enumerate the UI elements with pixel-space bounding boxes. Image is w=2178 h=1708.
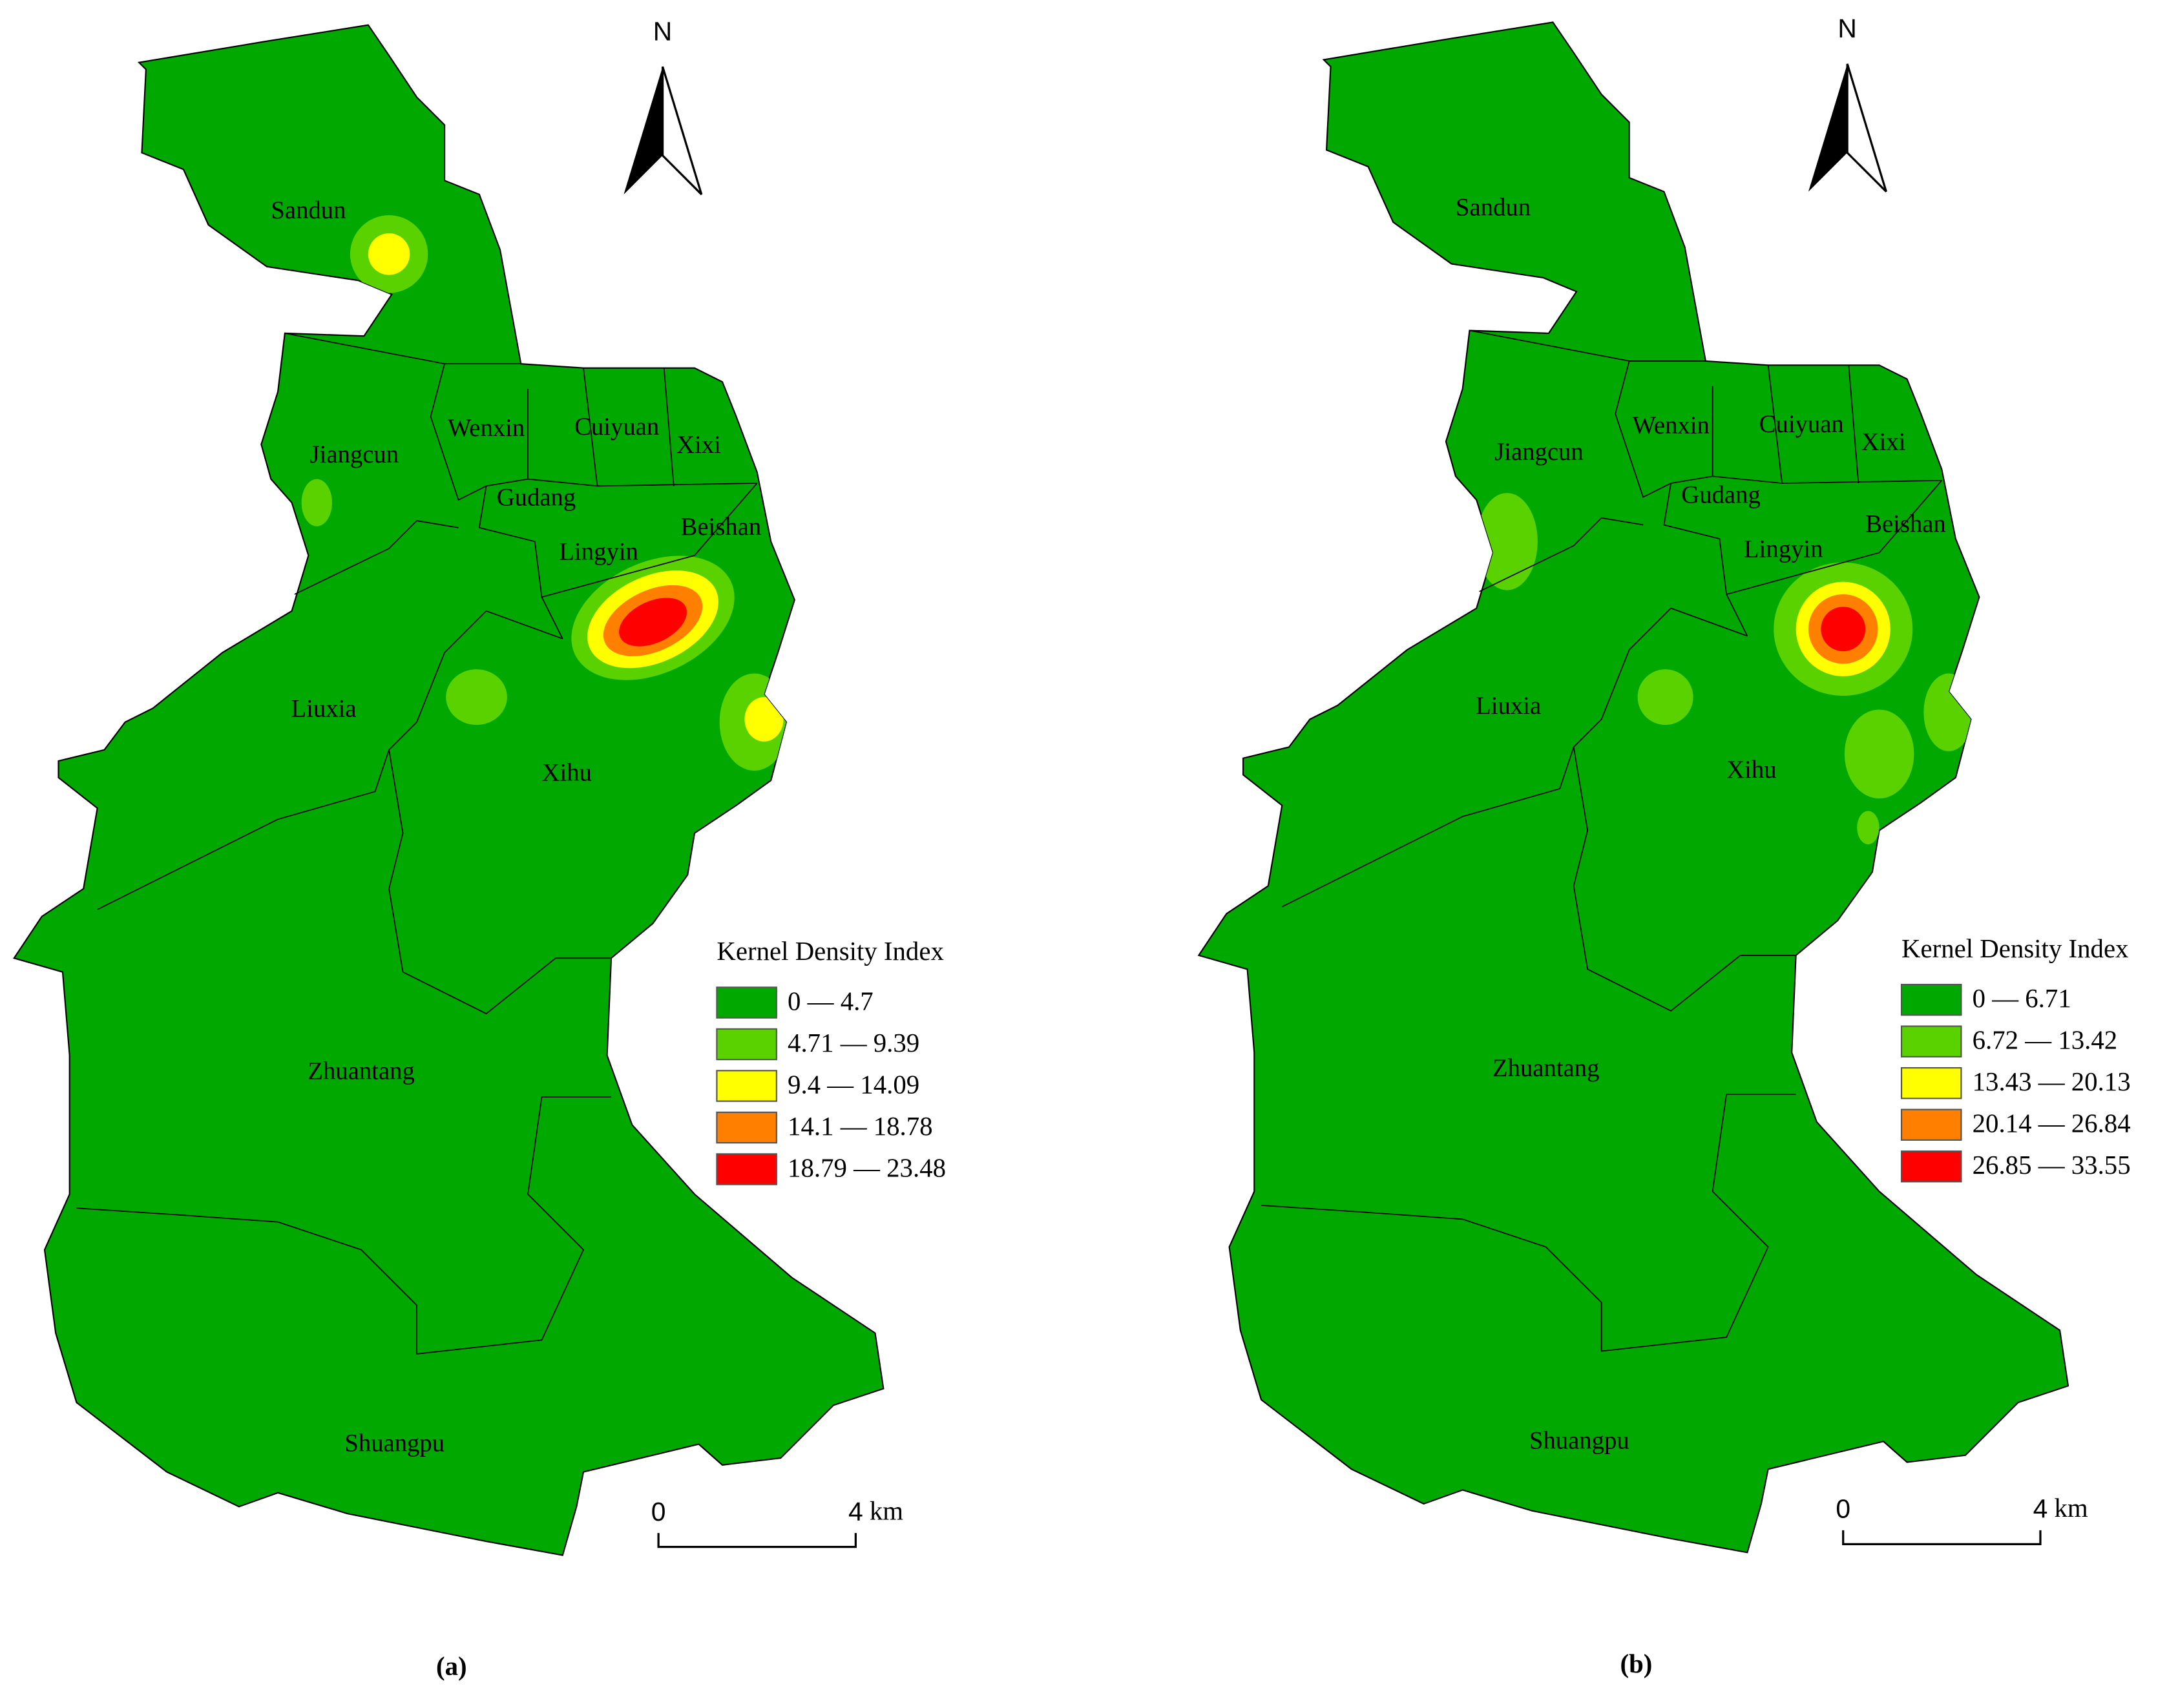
scale-start: 0 — [651, 1497, 666, 1526]
district-label: Lingyin — [1744, 536, 1823, 563]
scale-end: 4 — [2033, 1494, 2048, 1524]
district-border — [97, 749, 390, 910]
region-outline — [13, 24, 885, 1556]
district-border — [1848, 365, 1859, 484]
district-label: Jiangcun — [310, 441, 399, 468]
north-label: N — [1838, 14, 1857, 43]
legend-swatch — [1900, 983, 1962, 1016]
district-label: Liuxia — [291, 695, 357, 722]
district-border — [663, 368, 675, 486]
north-arrow — [661, 66, 703, 196]
north-arrow — [1808, 63, 1848, 192]
district-label: Shuangpu — [344, 1430, 445, 1457]
legend-label: 6.72 — 13.42 — [1973, 1026, 2118, 1055]
district-border — [583, 368, 598, 486]
district-label: Cuiyuan — [1759, 411, 1844, 438]
legend-label: 26.85 — 33.55 — [1973, 1151, 2131, 1180]
legend-title: Kernel Density Index — [717, 937, 943, 966]
district-label: Beishan — [681, 514, 762, 541]
district-label: Xixi — [676, 432, 721, 459]
legend-swatch — [716, 986, 777, 1019]
district-label: Gudang — [497, 484, 576, 512]
scale-unit: km — [870, 1496, 903, 1525]
district-border — [76, 1096, 612, 1355]
district-label: Jiangcun — [1494, 439, 1584, 466]
district-label: Cuiyuan — [574, 413, 659, 441]
district-label: Xixi — [1861, 429, 1906, 456]
district-border — [1281, 747, 1575, 908]
region-outline — [1198, 21, 2069, 1554]
district-border — [1767, 365, 1783, 484]
district-label: Xihu — [542, 759, 592, 786]
district-label: Sandun — [1456, 194, 1531, 221]
district-border — [478, 486, 563, 640]
district-border — [1726, 480, 1943, 595]
panel-label: (a) — [436, 1652, 467, 1681]
density-surface — [301, 215, 790, 771]
district-border — [1479, 517, 1644, 592]
scale-start: 0 — [1836, 1494, 1850, 1524]
north-arrow — [1846, 63, 1887, 193]
district-border — [1573, 607, 1796, 1012]
district-label: Wenxin — [1632, 412, 1709, 439]
legend-label: 20.14 — 26.84 — [1973, 1109, 2131, 1138]
legend-swatch — [716, 1111, 777, 1144]
legend-label: 9.4 — 14.09 — [788, 1070, 919, 1099]
district-border — [1663, 483, 1748, 636]
district-border — [1261, 1094, 1796, 1352]
legend-swatch — [716, 1070, 777, 1102]
scale-unit: km — [2054, 1494, 2088, 1523]
legend-label: 14.1 — 18.78 — [788, 1112, 933, 1141]
district-label: Zhuantang — [1492, 1055, 1599, 1082]
legend-label: 0 — 6.71 — [1973, 984, 2071, 1013]
district-border — [430, 363, 529, 501]
scale-end: 4 — [848, 1497, 863, 1526]
district-label: Zhuantang — [308, 1058, 414, 1085]
density-surface — [1476, 493, 1974, 844]
district-border — [541, 483, 758, 598]
district-label: Sandun — [271, 197, 346, 224]
district-label: Liuxia — [1476, 693, 1541, 720]
district-border — [388, 610, 612, 1015]
legend-swatch — [1900, 1025, 1962, 1057]
north-label: N — [653, 16, 673, 46]
legend-label: 13.43 — 20.13 — [1973, 1067, 2131, 1096]
map-panel: Sandun Jiangcun Wenxin Cuiyuan Xixi Gudang Lin… — [1198, 14, 2131, 1678]
district-label: Gudang — [1681, 481, 1761, 508]
district-label: Xihu — [1726, 756, 1776, 784]
legend-label: 0 — 4.7 — [788, 987, 874, 1016]
legend-swatch — [1900, 1150, 1962, 1183]
scale-bar — [1842, 1530, 2042, 1545]
north-arrow — [623, 67, 663, 194]
legend-swatch — [716, 1028, 777, 1061]
legend-swatch — [1900, 1067, 1962, 1099]
legend-swatch — [1900, 1109, 1962, 1141]
district-label: Wenxin — [448, 415, 525, 442]
legend-title: Kernel Density Index — [1901, 934, 2128, 963]
district-border — [294, 520, 459, 595]
legend-swatch — [716, 1153, 777, 1185]
legend-label: 18.79 — 23.48 — [788, 1153, 946, 1182]
map-panel: Sandun Jiangcun Wenxin Cuiyuan Xixi Gudang Lin… — [13, 16, 946, 1681]
district-label: Shuangpu — [1529, 1427, 1629, 1454]
panel-label: (b) — [1620, 1649, 1652, 1678]
district-label: Beishan — [1865, 511, 1946, 538]
scale-bar — [657, 1533, 857, 1548]
legend-label: 4.71 — 9.39 — [788, 1028, 919, 1057]
district-label: Lingyin — [559, 539, 638, 566]
district-border — [1615, 360, 1713, 498]
